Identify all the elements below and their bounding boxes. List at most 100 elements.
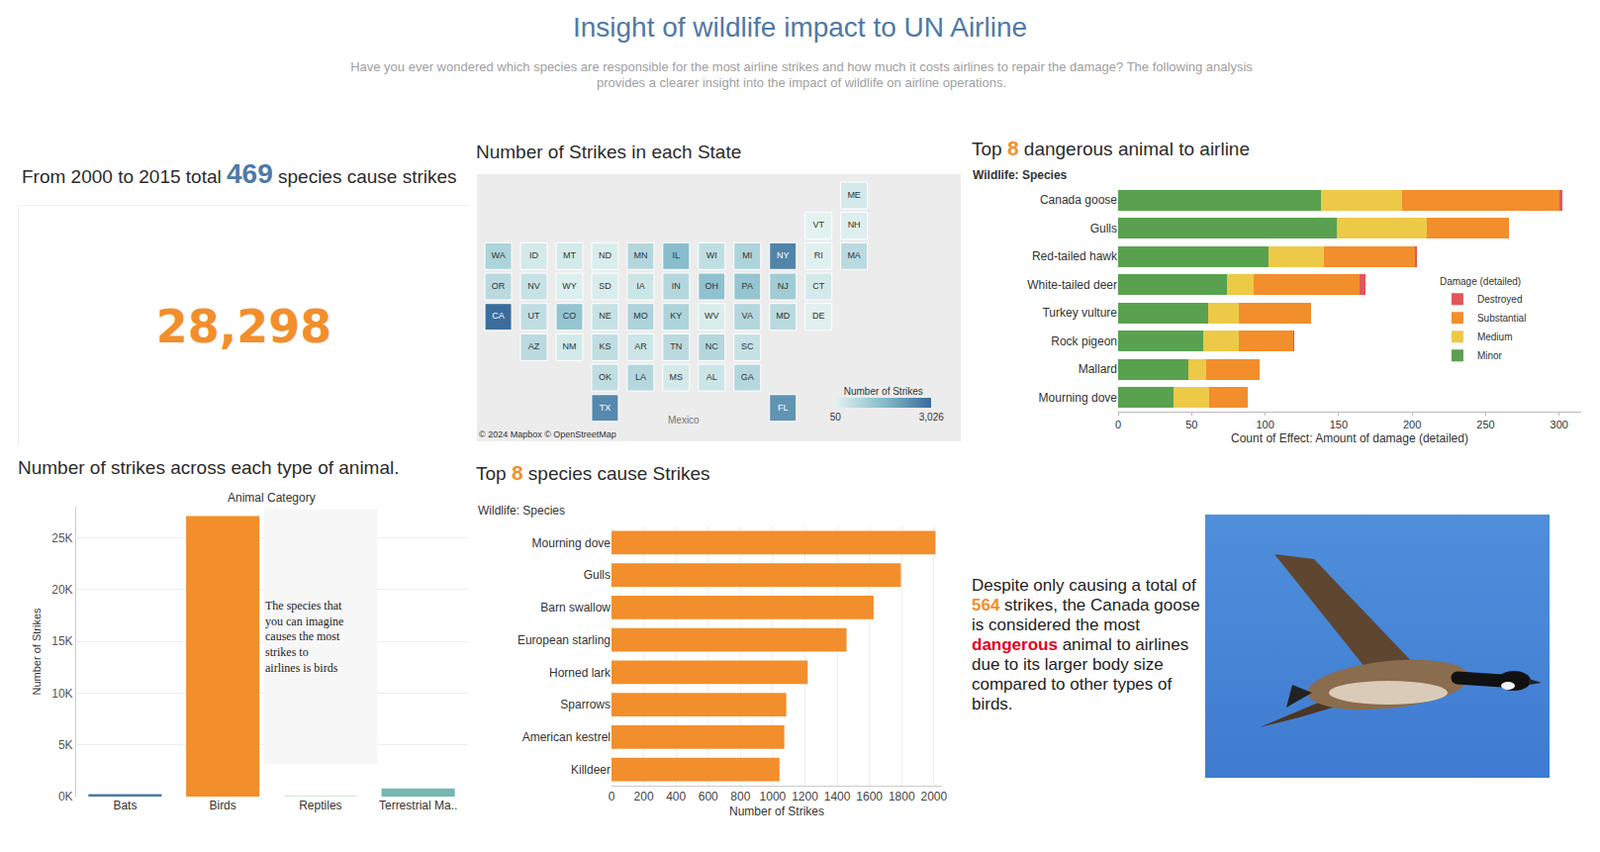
- svg-text:5K: 5K: [58, 738, 74, 753]
- svg-text:Canada goose: Canada goose: [1039, 192, 1118, 207]
- svg-text:OH: OH: [705, 281, 720, 291]
- svg-text:Turkey vulture: Turkey vulture: [1041, 305, 1118, 320]
- svg-text:600: 600: [698, 789, 719, 804]
- svg-text:MN: MN: [633, 250, 648, 261]
- svg-text:Horned lark: Horned lark: [549, 665, 612, 680]
- svg-text:NY: NY: [776, 250, 790, 261]
- svg-text:100: 100: [1255, 418, 1274, 431]
- svg-text:MT: MT: [563, 250, 576, 261]
- svg-text:MI: MI: [742, 250, 753, 261]
- svg-text:Rock pigeon: Rock pigeon: [1050, 334, 1118, 349]
- svg-text:Minor: Minor: [1477, 350, 1504, 362]
- svg-text:MS: MS: [669, 372, 684, 382]
- svg-text:Reptiles: Reptiles: [298, 798, 342, 813]
- svg-text:25K: 25K: [51, 531, 73, 546]
- svg-text:Damage (detailed): Damage (detailed): [1439, 276, 1521, 287]
- svg-text:RI: RI: [814, 250, 824, 261]
- svg-text:IA: IA: [636, 281, 646, 291]
- svg-text:NV: NV: [527, 281, 541, 291]
- svg-text:0K: 0K: [58, 789, 74, 804]
- svg-text:1600: 1600: [855, 789, 883, 804]
- svg-text:MA: MA: [847, 250, 861, 261]
- svg-text:200: 200: [1403, 418, 1421, 431]
- svg-text:MO: MO: [633, 310, 649, 321]
- svg-text:NC: NC: [705, 341, 719, 352]
- svg-text:Terrestrial Ma..: Terrestrial Ma..: [378, 798, 458, 813]
- svg-text:1000: 1000: [759, 789, 787, 804]
- svg-text:300: 300: [1550, 418, 1569, 431]
- svg-text:50: 50: [830, 411, 843, 423]
- svg-text:Mourning dove: Mourning dove: [532, 536, 612, 551]
- svg-text:ME: ME: [847, 189, 861, 200]
- svg-text:VA: VA: [742, 310, 753, 321]
- svg-text:SD: SD: [598, 281, 612, 291]
- svg-text:AL: AL: [706, 372, 718, 382]
- svg-text:ID: ID: [529, 250, 540, 261]
- svg-text:Number of Strikes: Number of Strikes: [844, 385, 924, 397]
- svg-text:FL: FL: [777, 402, 789, 413]
- svg-text:Sparrows: Sparrows: [560, 697, 611, 712]
- svg-text:Gulls: Gulls: [1090, 221, 1118, 236]
- svg-text:European starling: European starling: [517, 633, 611, 648]
- svg-text:50: 50: [1185, 418, 1198, 431]
- svg-text:Number of Strikes: Number of Strikes: [729, 804, 825, 819]
- svg-text:DE: DE: [812, 310, 826, 321]
- svg-text:VT: VT: [812, 219, 825, 230]
- svg-text:TX: TX: [599, 402, 612, 413]
- svg-text:1800: 1800: [888, 789, 916, 804]
- svg-text:The species thatyou can imagin: The species thatyou can imaginecauses th…: [265, 598, 344, 674]
- svg-text:UT: UT: [528, 310, 541, 321]
- svg-text:Bats: Bats: [112, 798, 137, 813]
- svg-text:1400: 1400: [824, 789, 851, 804]
- svg-text:WI: WI: [706, 250, 718, 261]
- svg-text:AR: AR: [634, 341, 648, 352]
- svg-text:GA: GA: [741, 372, 754, 382]
- svg-text:200: 200: [634, 789, 655, 804]
- svg-text:KY: KY: [669, 310, 682, 321]
- svg-text:150: 150: [1329, 418, 1348, 431]
- svg-text:800: 800: [730, 789, 751, 804]
- svg-text:© 2024 Mapbox © OpenStreetMap: © 2024 Mapbox © OpenStreetMap: [478, 429, 617, 440]
- svg-text:250: 250: [1476, 418, 1495, 431]
- svg-text:WA: WA: [490, 250, 505, 261]
- svg-text:20K: 20K: [51, 582, 73, 597]
- svg-text:Mexico: Mexico: [667, 414, 700, 426]
- svg-text:3,026: 3,026: [919, 411, 944, 423]
- svg-text:Mourning dove: Mourning dove: [1038, 390, 1119, 405]
- svg-text:Barn swallow: Barn swallow: [540, 600, 611, 615]
- svg-text:Red-tailed hawk: Red-tailed hawk: [1032, 249, 1119, 264]
- svg-text:Number of Strikes: Number of Strikes: [30, 607, 43, 696]
- svg-text:15K: 15K: [51, 634, 73, 649]
- svg-text:Killdeer: Killdeer: [570, 762, 611, 777]
- svg-text:Birds: Birds: [208, 798, 236, 813]
- svg-text:0: 0: [608, 789, 616, 804]
- svg-text:0: 0: [1115, 418, 1122, 431]
- svg-text:Destroyed: Destroyed: [1477, 293, 1523, 305]
- svg-text:OR: OR: [491, 281, 506, 291]
- svg-text:2000: 2000: [920, 789, 947, 804]
- svg-text:AZ: AZ: [528, 341, 541, 352]
- svg-text:Gulls: Gulls: [583, 567, 611, 582]
- svg-text:LA: LA: [635, 372, 647, 382]
- svg-text:ND: ND: [598, 250, 612, 261]
- svg-text:Medium: Medium: [1477, 331, 1513, 343]
- svg-text:NE: NE: [598, 310, 612, 321]
- svg-text:NM: NM: [562, 341, 576, 352]
- svg-text:IN: IN: [671, 281, 681, 291]
- svg-text:10K: 10K: [51, 686, 73, 701]
- svg-text:SC: SC: [741, 341, 754, 352]
- svg-text:PA: PA: [742, 281, 753, 291]
- svg-text:NH: NH: [847, 219, 861, 230]
- svg-text:MD: MD: [775, 310, 790, 321]
- svg-text:TN: TN: [669, 341, 682, 352]
- svg-text:White-tailed deer: White-tailed deer: [1027, 278, 1118, 292]
- svg-text:Count of Effect: Amount of dam: Count of Effect: Amount of damage (detai…: [1230, 431, 1469, 446]
- svg-text:Animal Category: Animal Category: [227, 490, 316, 505]
- svg-text:KS: KS: [598, 341, 611, 352]
- svg-text:WV: WV: [704, 310, 720, 321]
- svg-text:OK: OK: [598, 372, 612, 382]
- svg-text:IL: IL: [672, 250, 681, 261]
- svg-text:NJ: NJ: [777, 281, 789, 291]
- svg-text:1200: 1200: [791, 789, 819, 804]
- svg-text:CT: CT: [812, 281, 825, 291]
